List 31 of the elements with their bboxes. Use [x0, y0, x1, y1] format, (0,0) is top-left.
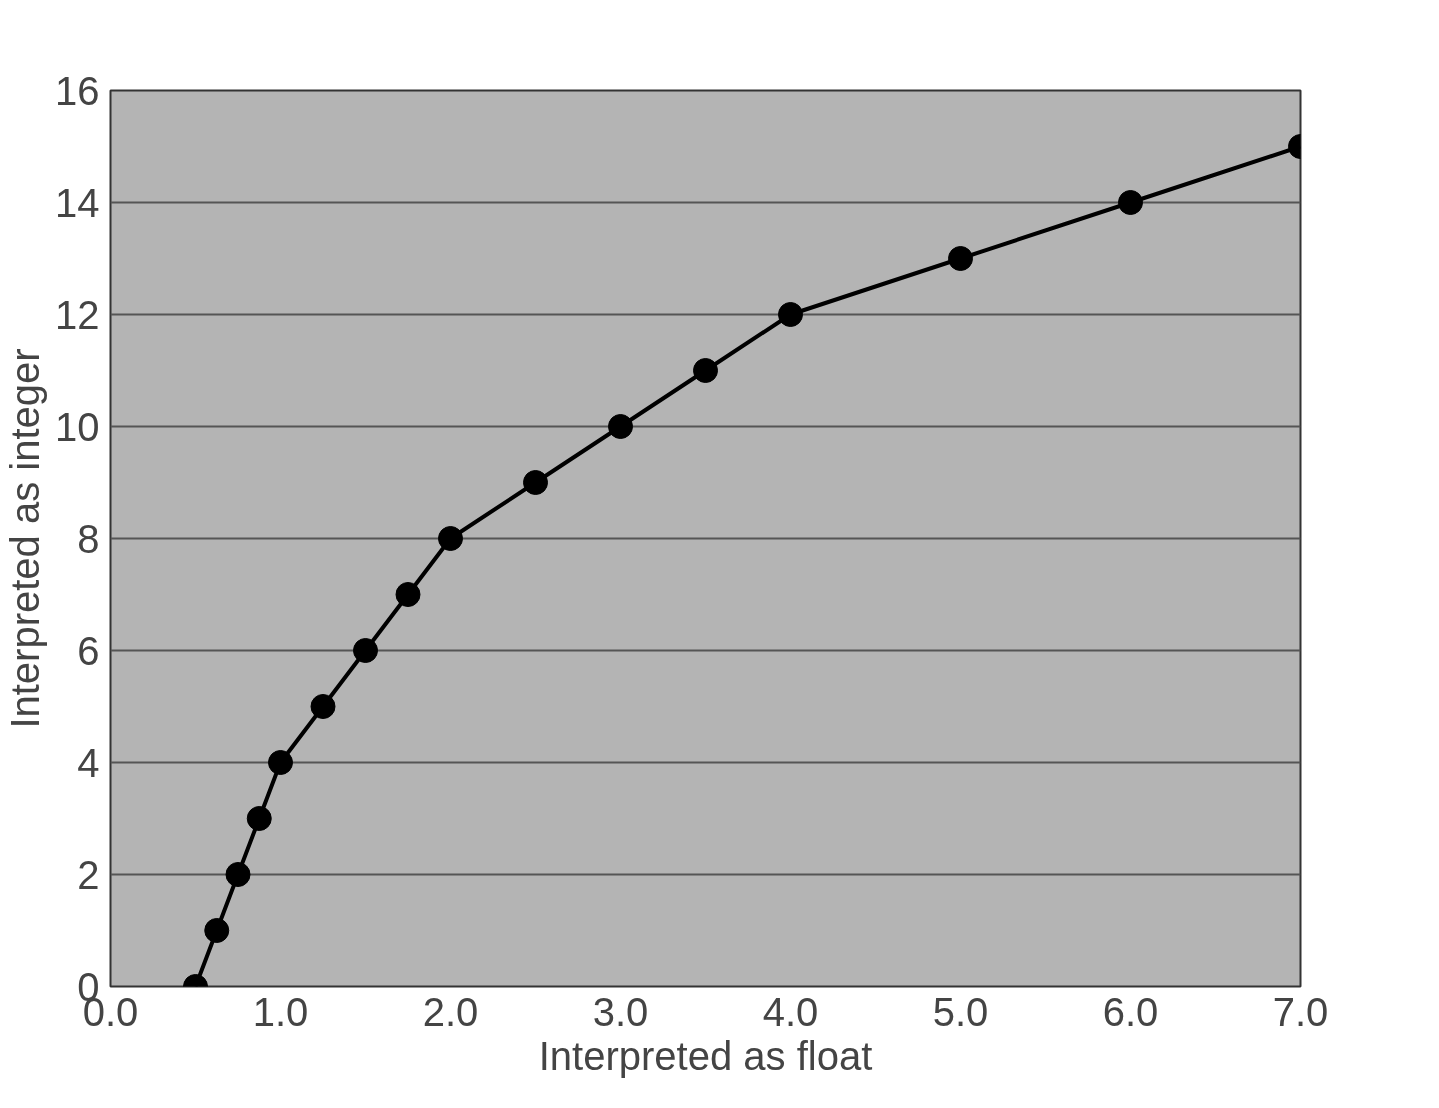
y-axis-title: Interpreted as integer [3, 348, 48, 729]
x-tick-label: 1.0 [252, 989, 309, 1034]
x-tick-label: 3.0 [592, 989, 649, 1034]
point [523, 470, 548, 495]
point [948, 246, 973, 271]
x-tick-label: 5.0 [932, 989, 989, 1034]
y-tick-label: 10 [55, 404, 100, 449]
y-tick-label: 2 [77, 852, 100, 897]
point [693, 358, 718, 383]
y-tick-label: 6 [77, 628, 100, 673]
point [395, 582, 421, 607]
point [778, 302, 803, 327]
y-tick-label: 12 [55, 292, 100, 337]
x-tick-label: 7.0 [1272, 989, 1329, 1034]
point [204, 918, 230, 943]
point [310, 694, 336, 719]
point [246, 806, 272, 831]
point [268, 750, 293, 775]
x-tick-label: 2.0 [422, 989, 479, 1034]
x-tick-label: 4.0 [762, 989, 819, 1034]
point [1118, 190, 1143, 215]
x-axis-title: Interpreted as float [538, 1033, 873, 1078]
point [225, 862, 251, 887]
x-tick-label: 6.0 [1102, 989, 1159, 1034]
y-tick-label: 8 [77, 516, 100, 561]
y-tick-label: 14 [55, 180, 100, 225]
point [438, 526, 463, 551]
y-tick-label: 4 [77, 740, 100, 785]
y-tick-label: 16 [55, 68, 100, 113]
point [353, 638, 378, 663]
point [608, 414, 633, 439]
